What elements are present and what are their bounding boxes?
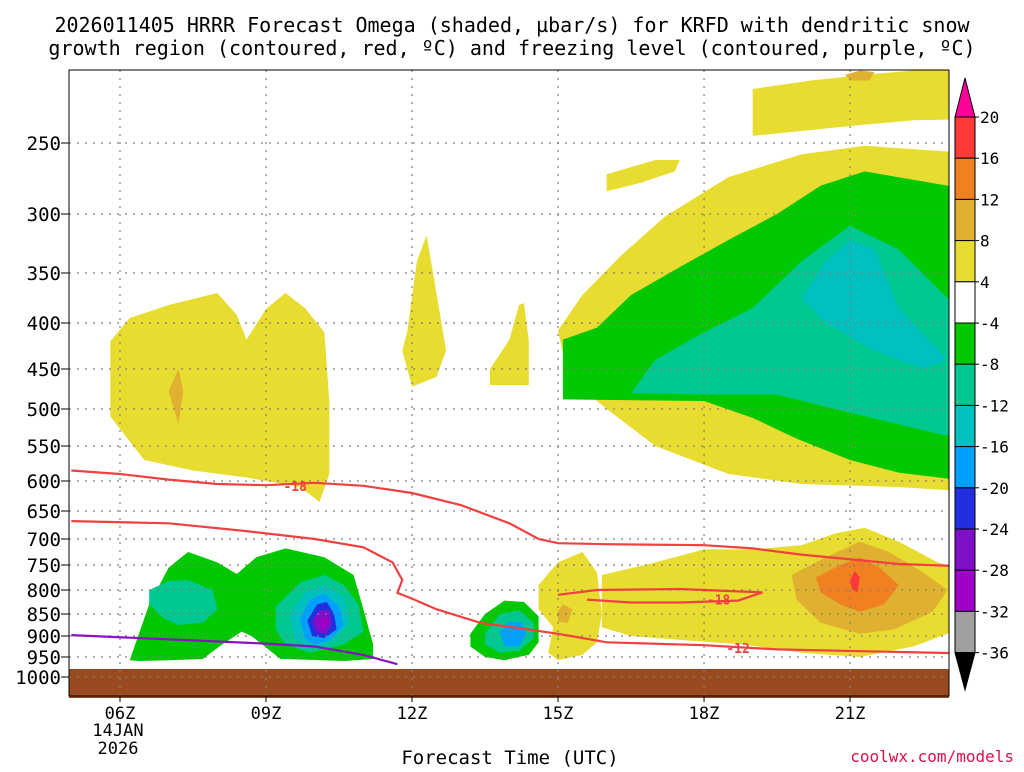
colorbar-label-12: -32 [980, 602, 1009, 621]
omega-region-yellow-14z [489, 303, 529, 385]
colorbar-label-0: 20 [980, 108, 999, 127]
colorbar-label-7: -12 [980, 396, 1009, 415]
y-tick-label-800: 800 [27, 580, 61, 602]
dgz-contour-0-label: -18 [283, 480, 307, 495]
colorbar-label-2: 12 [980, 190, 999, 209]
y-tick-label-850: 850 [27, 604, 61, 626]
dgz-contour-2-label: -18 [707, 594, 731, 609]
dgz-contour-1 [71, 520, 949, 655]
colorbar-bin-3 [954, 198, 976, 242]
y-tick-label-950: 950 [27, 647, 61, 669]
y-tick-label-900: 900 [27, 626, 61, 648]
omega-region-yellow-15z [538, 552, 602, 661]
omega-shading [110, 70, 949, 661]
colorbar-bin-11 [954, 528, 976, 571]
colorbar-bin-5 [954, 281, 976, 324]
colorbar-bottom-arrow [954, 652, 976, 692]
grid-lines [69, 70, 949, 696]
colorbar-bin-10 [954, 487, 976, 530]
colorbar-bin-1 [954, 116, 976, 159]
y-tick-label-600: 600 [27, 471, 61, 493]
colorbar-label-6: -8 [980, 355, 999, 374]
y-tick-label-750: 750 [27, 555, 61, 577]
colorbar: 20 16 12 8 4 -4 -8 -12 -16 -20 -24 -28 -32 -36 [954, 77, 1009, 692]
x-axis-label: Forecast Time (UTC) [401, 747, 618, 768]
x-tick-label-18Z: 18Z [689, 704, 720, 724]
colorbar-top-arrow [954, 77, 976, 118]
colorbar-label-10: -24 [980, 520, 1009, 539]
colorbar-label-4: 4 [980, 273, 990, 292]
x-tick-label-15Z: 15Z [543, 704, 574, 724]
date-label-year: 2026 [98, 739, 139, 759]
colorbar-label-3: 8 [980, 232, 990, 251]
chart-title-line2: growth region (contoured, red, ºC) and f… [48, 36, 975, 60]
x-tick-label-06Z: 06Z [105, 704, 136, 724]
freezing-contour-0 [71, 634, 398, 666]
colorbar-bin-9 [954, 446, 976, 489]
y-tick-label-650: 650 [27, 501, 61, 523]
colorbar-label-9: -20 [980, 479, 1009, 498]
omega-region-upper-right-orange [845, 70, 875, 81]
omega-region-right-cyan [801, 240, 948, 369]
colorbar-bin-2 [954, 157, 976, 200]
contour-lines [71, 469, 949, 666]
y-tick-label-400: 400 [27, 313, 61, 335]
y-tick-label-1000: 1000 [15, 667, 61, 689]
y-tick-label-300: 300 [27, 204, 61, 226]
dgz-contour-1-label: -12 [726, 642, 749, 657]
y-tick-label-550: 550 [27, 436, 61, 458]
colorbar-label-1: 16 [980, 149, 999, 168]
date-label-day: 14JAN [92, 721, 143, 741]
dgz-contour-2 [557, 587, 763, 604]
colorbar-label-5: -4 [980, 314, 999, 333]
chart-title-line1: 2026011405 HRRR Forecast Omega (shaded, … [54, 13, 970, 37]
x-tick-label-12Z: 12Z [397, 704, 428, 724]
omega-region-left-yellow [110, 293, 330, 502]
dgz-contour-0 [71, 469, 949, 567]
omega-region-mid-yellow-small [606, 160, 680, 192]
colorbar-bin-8 [954, 404, 976, 448]
colorbar-bin-13 [954, 610, 976, 654]
colorbar-bin-12 [954, 569, 976, 612]
colorbar-label-13: -36 [980, 644, 1009, 663]
y-axis: 2503003504004505005506006507007508008509… [15, 133, 69, 689]
y-tick-label-500: 500 [27, 399, 61, 421]
colorbar-bin-6 [954, 322, 976, 365]
contour-labels: -18 -12 -18 [283, 480, 749, 657]
x-tick-label-21Z: 21Z [835, 704, 866, 724]
y-tick-label-450: 450 [27, 359, 61, 381]
omega-region-mid-magenta [317, 616, 330, 631]
omega-region-right-red [850, 571, 860, 593]
x-axis: 06Z 09Z 12Z 15Z 18Z 21Z [105, 696, 866, 724]
y-tick-label-700: 700 [27, 529, 61, 551]
colorbar-label-11: -28 [980, 561, 1009, 580]
colorbar-bin-7 [954, 363, 976, 406]
x-tick-label-09Z: 09Z [251, 704, 282, 724]
colorbar-label-8: -16 [980, 438, 1009, 457]
y-tick-label-250: 250 [27, 133, 61, 155]
ground-layer [69, 669, 949, 698]
plot-frame [68, 69, 950, 697]
watermark: coolwx.com/models [850, 747, 1014, 766]
omega-region-left-orange-diamond [168, 369, 184, 424]
omega-region-yellow-spike-12z [402, 235, 447, 387]
colorbar-bin-4 [954, 240, 976, 283]
omega-region-upper-right-yellow-a [752, 70, 949, 136]
y-tick-label-350: 350 [27, 263, 61, 285]
